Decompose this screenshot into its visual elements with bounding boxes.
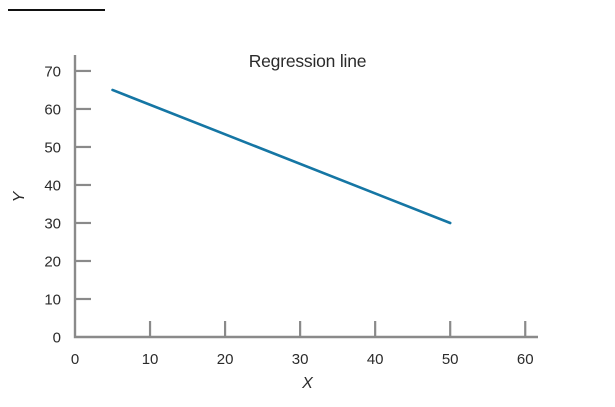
y-tick-label: 30: [44, 215, 61, 232]
y-axis-label: Y: [11, 191, 28, 203]
y-tick-label: 60: [44, 101, 61, 118]
x-tick-label: 50: [442, 351, 459, 368]
regression-line: [111, 88, 452, 225]
chart-title: Regression line: [248, 51, 367, 71]
y-tick-label: 0: [53, 330, 61, 347]
y-tick-label: 10: [44, 291, 61, 308]
x-tick-label: 60: [517, 351, 534, 368]
y-tick-label: 70: [44, 63, 61, 80]
x-tick-label: 40: [367, 351, 384, 368]
x-tick-label: 10: [142, 351, 159, 368]
y-tick-label: 50: [44, 139, 61, 156]
axis-line: [73, 55, 538, 339]
top-rule: [8, 9, 105, 11]
x-axis-label: X: [302, 375, 313, 392]
y-tick-label: 20: [44, 253, 61, 270]
x-tick-label: 30: [292, 351, 309, 368]
x-tick-label: 0: [71, 351, 79, 368]
y-tick-label: 40: [44, 177, 61, 194]
x-tick-label: 20: [217, 351, 234, 368]
